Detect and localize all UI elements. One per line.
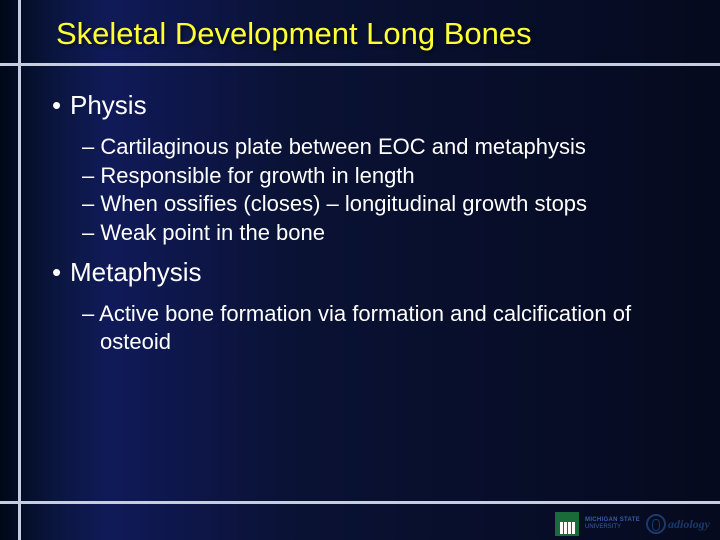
bullet-level1: •Physis	[40, 90, 680, 121]
footer-logo-area: MICHIGAN STATE UNIVERSITY adiology	[555, 512, 710, 536]
sub-bullet-text: Cartilaginous plate between EOC and meta…	[100, 134, 586, 159]
bullet-level2: – Cartilaginous plate between EOC and me…	[40, 133, 680, 161]
title-area: Skeletal Development Long Bones	[0, 0, 720, 60]
msu-logo-icon	[555, 512, 579, 536]
bullet-level2: – Active bone formation via formation an…	[40, 300, 680, 355]
title-underline	[0, 63, 720, 66]
sub-bullet-text: Weak point in the bone	[100, 220, 325, 245]
institution-label: MICHIGAN STATE UNIVERSITY	[585, 517, 640, 530]
radiology-text: adiology	[668, 517, 710, 532]
institution-line1: MICHIGAN STATE	[585, 517, 640, 524]
content-area: •Physis – Cartilaginous plate between EO…	[0, 60, 720, 355]
sub-bullet-text: Active bone formation via formation and …	[99, 301, 631, 354]
sub-bullet-text: When ossifies (closes) – longitudinal gr…	[100, 191, 587, 216]
institution-line2: UNIVERSITY	[585, 524, 640, 531]
footer-rule	[0, 501, 720, 504]
slide-title: Skeletal Development Long Bones	[56, 16, 700, 52]
bullet-text: Physis	[70, 90, 147, 120]
sub-bullet-text: Responsible for growth in length	[100, 163, 414, 188]
bullet-level2: – Weak point in the bone	[40, 219, 680, 247]
bullet-level2: – Responsible for growth in length	[40, 162, 680, 190]
radiology-logo: adiology	[646, 514, 710, 534]
radiology-r-icon	[646, 514, 666, 534]
left-vertical-rule	[18, 0, 21, 540]
bullet-text: Metaphysis	[70, 257, 202, 287]
bullet-level1: •Metaphysis	[40, 257, 680, 288]
bullet-level2: – When ossifies (closes) – longitudinal …	[40, 190, 680, 218]
bullet-dot-icon: •	[52, 90, 70, 121]
bullet-dot-icon: •	[52, 257, 70, 288]
